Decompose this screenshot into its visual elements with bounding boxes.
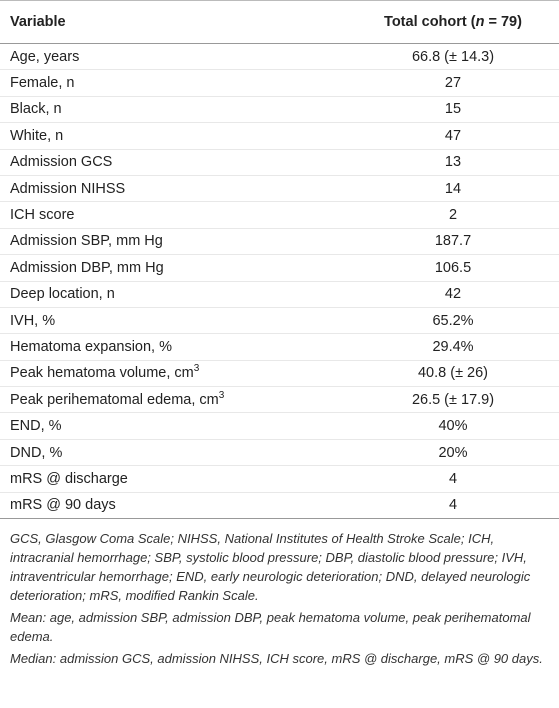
footnote: Median: admission GCS, admission NIHSS, … bbox=[10, 651, 543, 667]
row-label: Deep location, n bbox=[10, 286, 115, 303]
label-cell: mRS @ 90 days bbox=[0, 492, 347, 520]
superscript: 3 bbox=[193, 363, 200, 375]
table-header: Variable Total cohort (n = 79) bbox=[0, 0, 559, 44]
value-cell: 14 bbox=[347, 175, 559, 203]
value-cell: 42 bbox=[347, 281, 559, 308]
row-label: DND, % bbox=[10, 444, 63, 461]
value-cell: 106.5 bbox=[347, 254, 559, 282]
table-row: Admission SBP, mm Hg 187.7 bbox=[0, 228, 559, 256]
table-row: Peak perihematomal edema, cm3 26.5 (± 17.… bbox=[0, 386, 559, 414]
header-text: = 79) bbox=[484, 14, 522, 30]
header-row: Variable Total cohort (n = 79) bbox=[0, 0, 559, 44]
table-row: White, n 47 bbox=[0, 122, 559, 150]
row-label: Admission NIHSS bbox=[10, 180, 126, 197]
row-label: END, % bbox=[10, 418, 62, 435]
table-row: DND, % 20% bbox=[0, 439, 559, 467]
value-cell: 2 bbox=[347, 201, 559, 229]
table-row: Hematoma expansion, % 29.4% bbox=[0, 333, 559, 361]
row-label: White, n bbox=[10, 127, 64, 144]
row-label: Peak hematoma volume, cm bbox=[10, 365, 194, 382]
row-label: Female, n bbox=[10, 75, 75, 92]
label-cell: mRS @ discharge bbox=[0, 465, 347, 493]
table-row: IVH, % 65.2% bbox=[0, 307, 559, 335]
label-cell: Hematoma expansion, % bbox=[0, 333, 347, 361]
data-table: Variable Total cohort (n = 79) Age, year… bbox=[0, 0, 559, 520]
value-cell: 4 bbox=[347, 465, 559, 493]
row-label: Admission SBP, mm Hg bbox=[10, 233, 163, 250]
value-cell: 66.8 (± 14.3) bbox=[347, 43, 559, 71]
header-cell: Variable bbox=[0, 0, 347, 44]
label-cell: Black, n bbox=[0, 96, 347, 124]
row-label: Admission GCS bbox=[10, 154, 113, 171]
value-cell: 13 bbox=[347, 149, 559, 176]
row-label: mRS @ discharge bbox=[10, 470, 128, 487]
value-cell: 187.7 bbox=[347, 228, 559, 256]
label-cell: Female, n bbox=[0, 69, 347, 97]
value-cell: 47 bbox=[347, 122, 559, 150]
value-cell: 20% bbox=[347, 439, 559, 467]
label-cell: Admission GCS bbox=[0, 149, 347, 176]
value-cell: 26.5 (± 17.9) bbox=[347, 386, 559, 414]
label-cell: END, % bbox=[0, 412, 347, 440]
footnotes: GCS, Glasgow Coma Scale; NIHSS, National… bbox=[0, 519, 559, 668]
row-label: ICH score bbox=[10, 207, 75, 224]
table-row: mRS @ 90 days 4 bbox=[0, 492, 559, 520]
label-cell: Age, years bbox=[0, 43, 347, 71]
table-row: Admission GCS 13 bbox=[0, 149, 559, 176]
table-row: Peak hematoma volume, cm3 40.8 (± 26) bbox=[0, 360, 559, 388]
header-text: Total cohort ( bbox=[384, 14, 476, 30]
header-text: n bbox=[475, 14, 485, 30]
value-cell: 65.2% bbox=[347, 307, 559, 335]
row-label: Peak perihematomal edema, cm bbox=[10, 391, 219, 408]
value-cell: 15 bbox=[347, 96, 559, 124]
value-cell: 40.8 (± 26) bbox=[347, 360, 559, 388]
table-row: Female, n 27 bbox=[0, 69, 559, 97]
label-cell: Peak hematoma volume, cm3 bbox=[0, 360, 347, 388]
footnote: GCS, Glasgow Coma Scale; NIHSS, National… bbox=[10, 531, 531, 604]
footnote: Mean: age, admission SBP, admission DBP,… bbox=[10, 610, 531, 645]
label-cell: ICH score bbox=[0, 201, 347, 229]
row-label: Age, years bbox=[10, 48, 80, 65]
row-label: mRS @ 90 days bbox=[10, 497, 116, 514]
table-row: Black, n 15 bbox=[0, 96, 559, 124]
row-label: Hematoma expansion, % bbox=[10, 338, 172, 355]
label-cell: Admission SBP, mm Hg bbox=[0, 228, 347, 256]
table-row: mRS @ discharge 4 bbox=[0, 465, 559, 493]
header-cell: Total cohort (n = 79) bbox=[347, 0, 559, 44]
table-row: Admission DBP, mm Hg 106.5 bbox=[0, 254, 559, 282]
row-label: Admission DBP, mm Hg bbox=[10, 259, 164, 276]
label-cell: White, n bbox=[0, 122, 347, 150]
table-row: END, % 40% bbox=[0, 412, 559, 440]
value-cell: 27 bbox=[347, 69, 559, 97]
value-cell: 40% bbox=[347, 412, 559, 440]
label-cell: IVH, % bbox=[0, 307, 347, 335]
table-row: Deep location, n 42 bbox=[0, 281, 559, 308]
row-label: IVH, % bbox=[10, 312, 56, 329]
value-cell: 4 bbox=[347, 492, 559, 520]
row-label: Black, n bbox=[10, 101, 62, 118]
label-cell: Deep location, n bbox=[0, 281, 347, 308]
label-cell: Admission DBP, mm Hg bbox=[0, 254, 347, 282]
table-row: Age, years 66.8 (± 14.3) bbox=[0, 43, 559, 71]
table-row: ICH score 2 bbox=[0, 201, 559, 229]
superscript: 3 bbox=[218, 389, 225, 401]
label-cell: Admission NIHSS bbox=[0, 175, 347, 203]
table-body: Age, years 66.8 (± 14.3) Female, n 27 Black,… bbox=[0, 43, 559, 520]
label-cell: DND, % bbox=[0, 439, 347, 467]
value-cell: 29.4% bbox=[347, 333, 559, 361]
label-cell: Peak perihematomal edema, cm3 bbox=[0, 386, 347, 414]
table-row: Admission NIHSS 14 bbox=[0, 175, 559, 203]
